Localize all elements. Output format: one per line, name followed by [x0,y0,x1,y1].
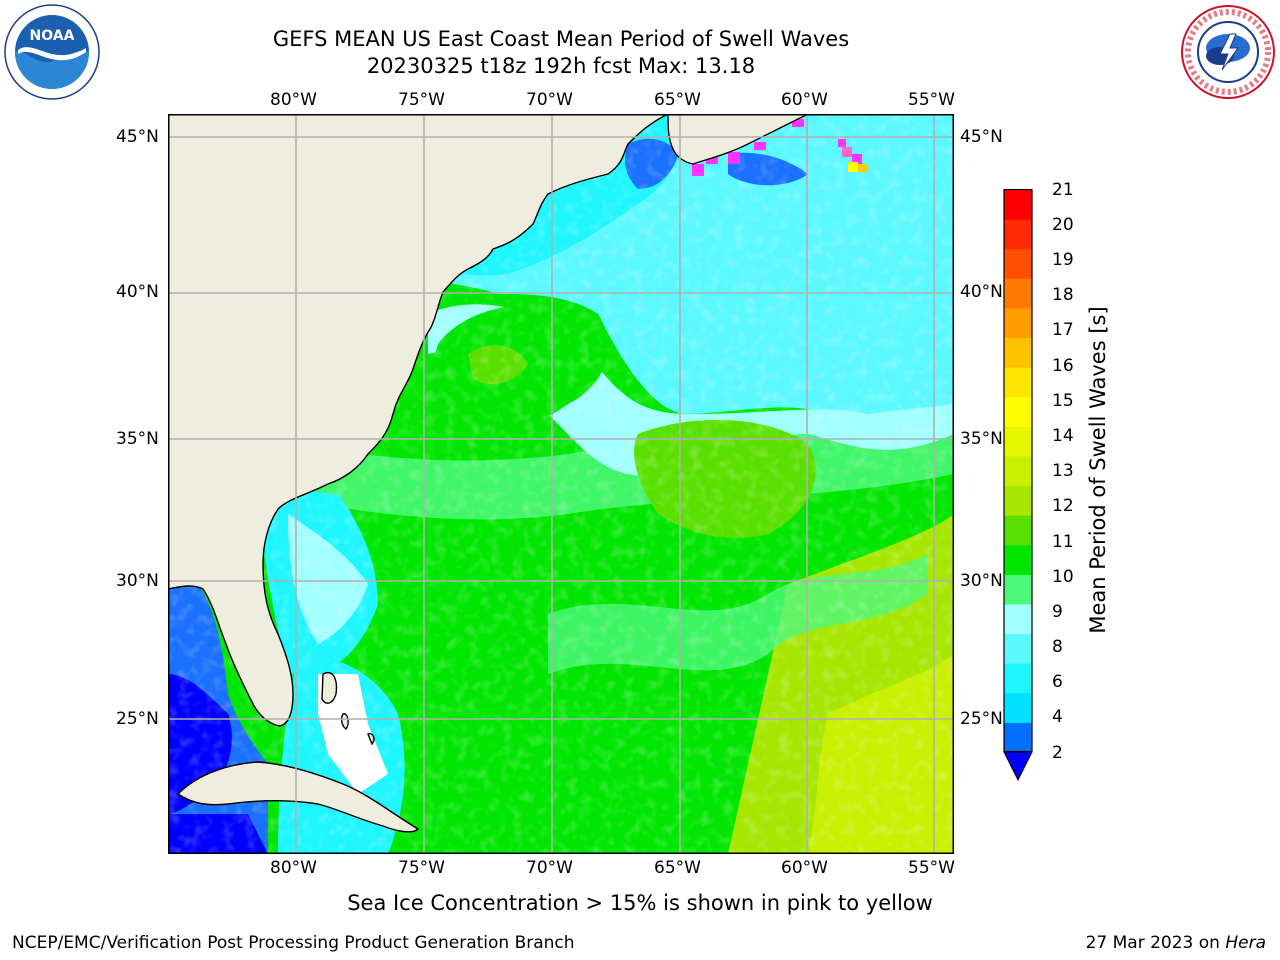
colorbar-tick: 20 [1052,215,1074,235]
noaa-logo-text: NOAA [30,28,75,44]
colorbar-tick: 6 [1052,672,1063,692]
lon-label-bottom: 60°W [781,858,828,878]
lat-label-right: 40°N [960,282,1003,302]
colorbar-tick: 15 [1052,391,1074,411]
colorbar-tick: 2 [1052,743,1063,763]
sea-ice-marker [838,139,846,147]
noaa-logo-icon: NOAA [4,4,100,100]
colorbar-segment [1004,574,1032,605]
lon-label-top: 65°W [654,90,701,110]
lon-label-top: 70°W [526,90,573,110]
lat-label-right: 45°N [960,127,1003,147]
map-plot-area [168,114,954,854]
colorbar-segment [1004,515,1032,546]
lat-label-left: 25°N [116,709,159,729]
colorbar-tick: 12 [1052,496,1074,516]
colorbar-tick: 13 [1052,461,1074,481]
colorbar-tick: 14 [1052,426,1074,446]
colorbar-segment [1004,663,1032,694]
colorbar-segment [1004,396,1032,427]
lat-label-right: 25°N [960,709,1003,729]
sea-ice-marker [848,162,858,172]
sea-ice-marker [842,147,852,157]
colorbar-segment [1004,367,1032,398]
colorbar-segment [1004,633,1032,664]
sea-ice-marker [692,164,704,176]
sea-ice-marker [754,142,766,150]
colorbar-segment [1004,248,1032,279]
colorbar-tick: 21 [1052,180,1074,200]
lon-label-top: 60°W [781,90,828,110]
sea-ice-note: Sea Ice Concentration > 15% is shown in … [347,891,933,915]
footer-date: 27 Mar 2023 on Hera [1086,933,1266,953]
colorbar-segment [1004,544,1032,575]
map-title: GEFS MEAN US East Coast Mean Period of S… [272,27,850,51]
colorbar-tick: 8 [1052,637,1063,657]
sea-ice-marker [858,164,868,172]
colorbar-segment [1004,455,1032,487]
map-border [168,114,954,854]
colorbar-segment [1004,219,1032,250]
lat-label-left: 45°N [116,127,159,147]
nws-logo-icon [1181,5,1275,99]
colorbar-tick: 9 [1052,602,1063,622]
lon-label-bottom: 55°W [908,858,955,878]
colorbar-segment [1004,485,1032,516]
colorbar [1003,189,1033,782]
lat-label-right: 30°N [960,571,1003,591]
lon-label-bottom: 70°W [526,858,573,878]
map-subtitle: 20230325 t18z 192h fcst Max: 13.18 [366,54,756,78]
colorbar-segment [1004,603,1032,635]
sea-ice-marker [852,154,862,164]
footer-host: Hera [1225,933,1266,953]
footer-date-text: 27 Mar 2023 on [1085,933,1220,953]
colorbar-segment [1004,426,1032,457]
colorbar-segment [1004,189,1032,220]
sea-ice-marker [728,152,740,164]
colorbar-tick: 10 [1052,567,1074,587]
colorbar-extend-min [1003,751,1033,782]
lon-label-bottom: 65°W [654,858,701,878]
land-masses [168,114,809,833]
colorbar-tick: 16 [1052,356,1074,376]
footer-credit: NCEP/EMC/Verification Post Processing Pr… [12,933,575,953]
lat-label-left: 30°N [116,571,159,591]
colorbar-tick: 18 [1052,285,1074,305]
colorbar-tick: 19 [1052,250,1074,270]
lon-label-bottom: 75°W [398,858,445,878]
swell-period-map [168,114,954,854]
colorbar-segment [1004,307,1032,339]
graticule [168,114,954,854]
lon-label-top: 75°W [398,90,445,110]
colorbar-tick: 4 [1052,707,1063,727]
colorbar-tick: 17 [1052,320,1074,340]
sea-ice-marker [792,119,804,127]
lon-label-top: 55°W [908,90,955,110]
lat-label-right: 35°N [960,429,1003,449]
lat-label-left: 40°N [116,282,159,302]
lon-label-bottom: 80°W [270,858,317,878]
colorbar-title: Mean Period of Swell Waves [s] [1086,306,1110,634]
colorbar-frame [1003,189,1033,753]
colorbar-segment [1004,278,1032,309]
lat-label-left: 35°N [116,429,159,449]
colorbar-tick: 11 [1052,532,1074,552]
colorbar-segment [1004,722,1032,753]
colorbar-segment [1004,692,1032,723]
lon-label-top: 80°W [270,90,317,110]
colorbar-segment [1004,337,1032,368]
